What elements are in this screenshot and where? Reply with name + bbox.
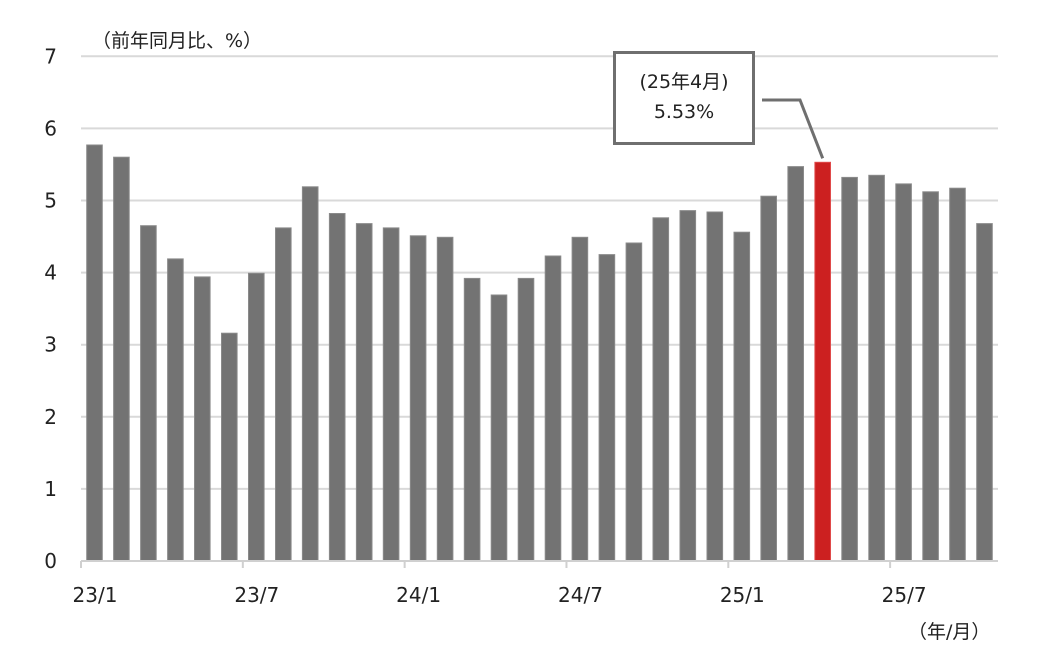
bar (544, 255, 562, 562)
bar (167, 258, 184, 562)
bar (86, 144, 103, 562)
highlight-callout: (25年4月) 5.53% (613, 51, 755, 145)
x-axis-unit-label: （年/月） (908, 621, 991, 643)
bar (113, 156, 130, 562)
bar (949, 187, 966, 562)
bar (275, 227, 292, 562)
bar (194, 276, 211, 562)
bar (841, 176, 858, 562)
y-tick-label: 6 (44, 116, 57, 140)
bar (895, 183, 912, 562)
y-axis-unit-label: （前年同月比、%） (92, 30, 263, 52)
bar (382, 227, 400, 562)
bar (463, 277, 481, 562)
x-tick-label: 23/1 (73, 583, 118, 607)
x-tick-label: 25/7 (882, 583, 927, 607)
bar (436, 236, 454, 562)
callout-value: 5.53% (653, 101, 715, 123)
bar (787, 166, 805, 562)
bar (625, 242, 643, 562)
bar (355, 223, 373, 562)
y-tick-label: 2 (44, 405, 57, 429)
y-tick-label: 7 (44, 44, 57, 68)
x-axis: 23/1 23/7 24/1 24/7 25/1 25/7 (73, 560, 998, 607)
bar (490, 294, 508, 562)
bar (652, 217, 670, 562)
gridlines (81, 55, 998, 490)
bar (301, 186, 319, 562)
bar (679, 210, 697, 562)
bar (760, 195, 778, 562)
bar (868, 174, 885, 562)
leader-line (762, 98, 825, 159)
y-axis-ticks: 0 1 2 3 4 5 6 7 (44, 44, 57, 573)
bars (86, 144, 993, 562)
y-tick-label: 3 (44, 333, 57, 357)
bar (517, 277, 535, 562)
y-tick-label: 0 (44, 549, 57, 573)
bar (248, 272, 265, 562)
bar (328, 213, 346, 562)
x-tick-label: 25/1 (720, 583, 765, 607)
bar (140, 225, 157, 562)
bar (733, 231, 751, 562)
bar (922, 191, 939, 562)
y-tick-label: 5 (44, 189, 57, 213)
bar (409, 235, 427, 562)
y-tick-label: 1 (44, 477, 57, 501)
callout-leader-line (762, 98, 825, 159)
x-tick-label: 24/7 (558, 583, 603, 607)
highlight-bar (814, 161, 832, 562)
y-tick-label: 4 (44, 261, 57, 285)
bar (598, 254, 616, 562)
bar (221, 332, 238, 562)
callout-period: (25年4月) (639, 71, 729, 93)
bar (706, 211, 724, 562)
bar (571, 236, 589, 562)
x-tick-label: 24/1 (396, 583, 441, 607)
x-tick-label: 23/7 (234, 583, 279, 607)
bar (976, 223, 993, 562)
